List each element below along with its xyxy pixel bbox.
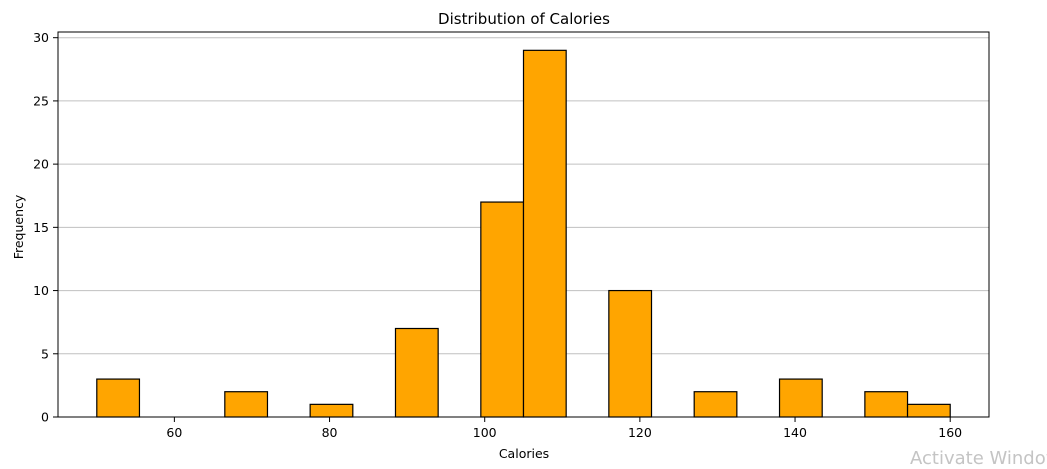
histogram-bar	[480, 201, 525, 418]
histogram-bar	[608, 289, 653, 418]
axes: 60 80 100 120 140 160 0 5 10 15 20 25 30	[33, 30, 990, 440]
histogram-bar	[864, 391, 909, 418]
chart-title: Distribution of Calories	[438, 10, 610, 28]
y-tick-label: 5	[41, 346, 49, 361]
y-tick-label: 20	[33, 157, 49, 172]
y-tick-label: 10	[33, 283, 49, 298]
y-tick-label: 15	[33, 220, 49, 235]
bars	[96, 49, 951, 418]
x-tick-label: 120	[628, 425, 652, 440]
activate-windows-watermark: Activate Windows	[910, 448, 1047, 469]
y-axis-label: Frequency	[11, 194, 26, 259]
x-tick-label: 140	[783, 425, 807, 440]
x-axis-label: Calories	[499, 446, 549, 461]
histogram-bar	[224, 391, 269, 418]
x-tick-label: 100	[473, 425, 497, 440]
x-tick-label: 80	[322, 425, 338, 440]
histogram-bar	[906, 403, 951, 418]
histogram-bar	[778, 378, 823, 418]
y-tick-label: 0	[41, 410, 49, 425]
histogram-bar	[394, 327, 439, 418]
y-tick-label: 25	[33, 93, 49, 108]
x-tick-label: 60	[166, 425, 182, 440]
plot-frame	[57, 31, 990, 418]
y-tick-label: 30	[33, 30, 49, 45]
histogram-bar	[96, 378, 141, 418]
x-tick-label: 160	[938, 425, 962, 440]
histogram-bar	[309, 403, 354, 418]
histogram-bar	[693, 391, 738, 418]
histogram-bar	[522, 49, 567, 418]
